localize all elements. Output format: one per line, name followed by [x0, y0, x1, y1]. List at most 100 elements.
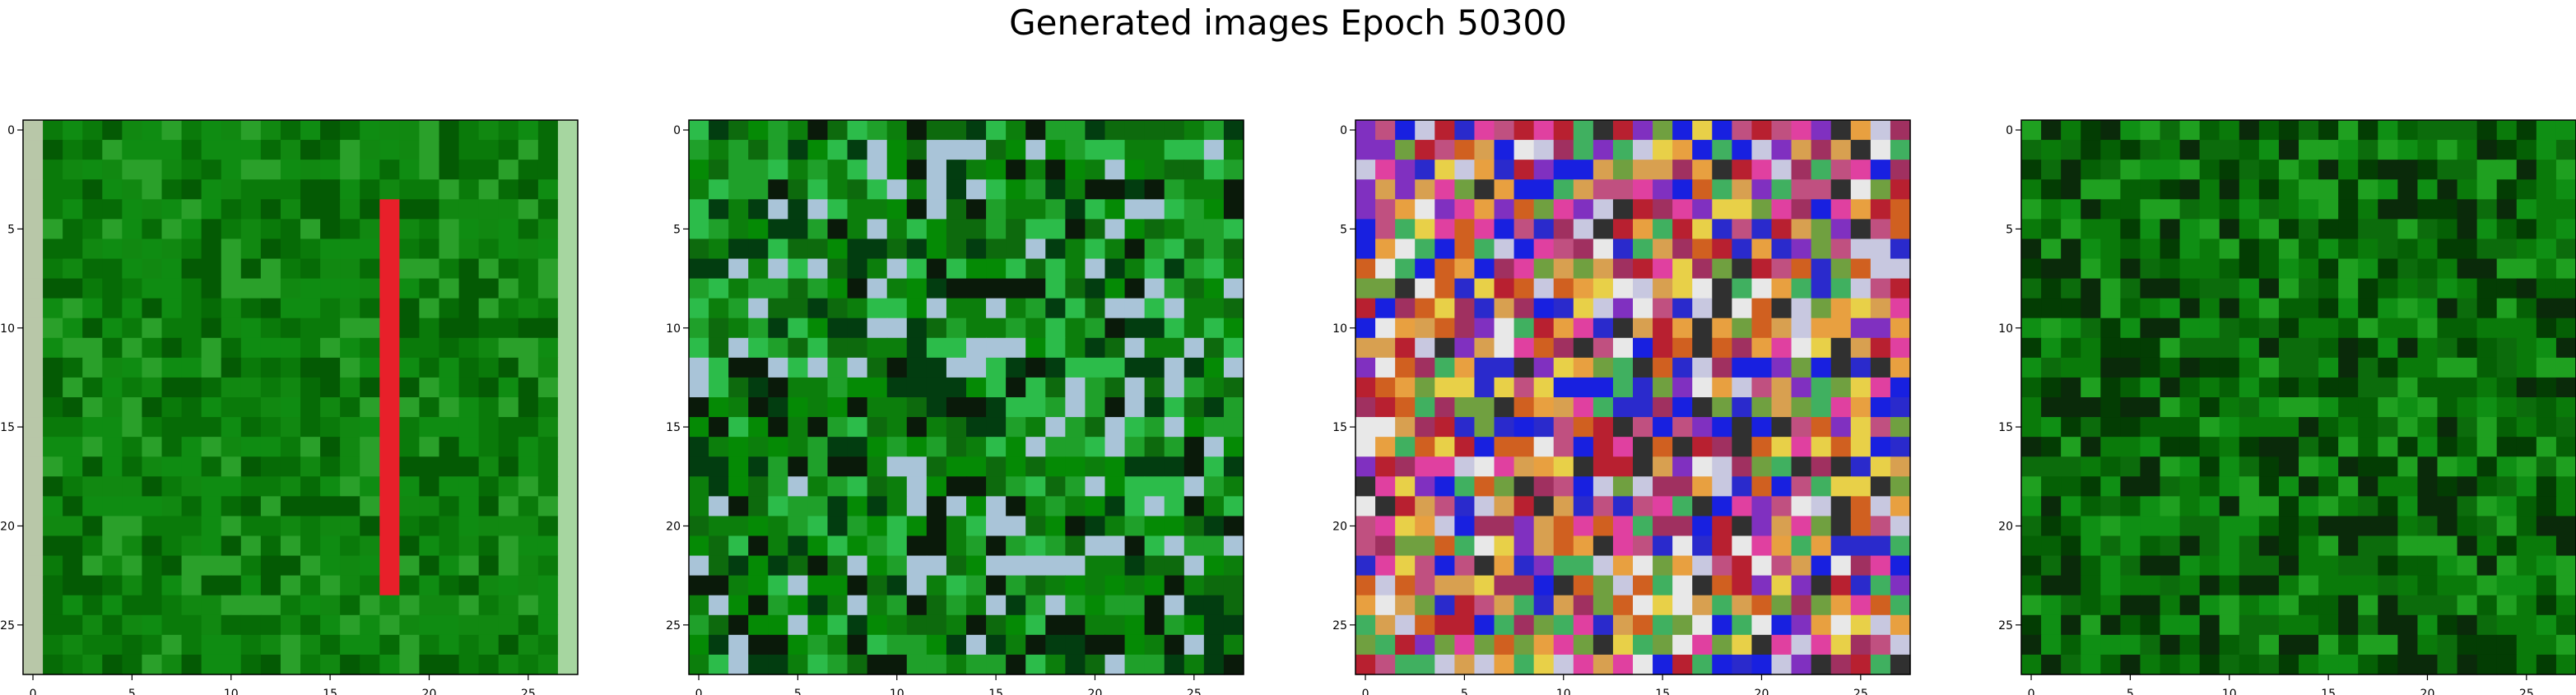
pixel-cell [2397, 120, 2419, 141]
pixel-cell [2258, 535, 2280, 557]
pixel-cell [240, 595, 262, 616]
pixel-cell [142, 278, 163, 299]
pixel-cell [458, 397, 480, 418]
pixel-cell [43, 555, 63, 577]
pixel-cell [2397, 179, 2419, 200]
pixel-cell [2516, 357, 2537, 378]
pixel-cell [2021, 437, 2042, 457]
x-tick-label: 15 [323, 688, 337, 695]
pixel-cell [142, 496, 163, 517]
pixel-cell [2160, 258, 2181, 280]
pixel-cell [518, 456, 539, 477]
pixel-cell [379, 239, 400, 260]
pixel-cell [2299, 654, 2319, 675]
pixel-cell [2457, 337, 2478, 359]
pixel-cell [2457, 317, 2478, 339]
pixel-cell [181, 317, 202, 339]
pixel-cell [201, 476, 222, 497]
pixel-cell [2179, 140, 2201, 160]
pixel-cell [300, 258, 321, 280]
pixel-cell [2021, 595, 2042, 616]
pixel-cell [2299, 535, 2319, 557]
pixel-cell [300, 535, 321, 557]
pixel-cell [2516, 258, 2537, 280]
pixel-cell [399, 516, 421, 537]
pixel-cell [280, 120, 301, 141]
pixel-cell [2199, 456, 2220, 477]
pixel-cell [2081, 278, 2101, 299]
y-tick-label: 25 [0, 619, 15, 632]
pixel-cell [458, 575, 480, 596]
pixel-cell [2100, 496, 2121, 517]
pixel-cell [768, 199, 788, 220]
pixel-cell [221, 417, 242, 438]
pixel-cell [2278, 317, 2299, 339]
pixel-cell [2437, 555, 2458, 577]
pixel-cell [300, 179, 321, 200]
pixel-cell [360, 179, 380, 200]
pixel-cell [240, 160, 262, 180]
pixel-cell [2358, 456, 2378, 477]
pixel-cell [439, 476, 460, 497]
pixel-cell [1085, 120, 1106, 141]
pixel-cell [2358, 516, 2378, 537]
pixel-cell [2555, 298, 2576, 319]
pixel-cell [2457, 258, 2478, 280]
pixel-cell [221, 476, 242, 497]
pixel-cell [419, 516, 440, 537]
pixel-cell [360, 476, 380, 497]
pixel-cell [2041, 160, 2062, 180]
pixel-cell [478, 377, 500, 398]
pixel-cell [201, 199, 222, 220]
pixel-cell [2160, 278, 2181, 299]
pixel-cell [2417, 437, 2439, 457]
pixel-cell [498, 535, 519, 557]
pixel-cell [102, 160, 123, 180]
pixel-cell [557, 476, 579, 497]
pixel-cell [2417, 258, 2439, 280]
pixel-cell [82, 258, 103, 280]
pixel-cell [2457, 496, 2478, 517]
pixel-cell [2278, 298, 2299, 319]
pixel-cell [1025, 120, 1046, 141]
pixel-cell [478, 496, 500, 517]
pixel-cell [260, 120, 281, 141]
pixel-cell [2555, 496, 2576, 517]
pixel-cell [240, 317, 262, 339]
pixel-cell [82, 199, 103, 220]
pixel-cell [2258, 298, 2280, 319]
figure-title: Generated images Epoch 50300 [1009, 2, 1567, 43]
pixel-cell [2081, 654, 2101, 675]
pixel-cell [1045, 160, 1066, 180]
pixel-cell [2358, 614, 2378, 636]
pixel-cell [2081, 417, 2101, 438]
pixel-cell [2437, 337, 2458, 359]
pixel-cell [43, 634, 63, 656]
pixel-cell [419, 555, 440, 577]
pixel-cell [2081, 199, 2101, 220]
pixel-cell [1164, 160, 1185, 180]
pixel-cell [2100, 298, 2121, 319]
pixel-cell [2100, 397, 2121, 418]
pixel-cell [2555, 179, 2576, 200]
pixel-cell [340, 535, 360, 557]
pixel-cell [807, 120, 829, 141]
pixel-cell [867, 160, 888, 180]
pixel-cell [2120, 634, 2141, 656]
pixel-cell [2179, 417, 2201, 438]
pixel-cell [2516, 437, 2537, 457]
pixel-cell [498, 654, 519, 675]
pixel-cell [43, 614, 63, 636]
pixel-cell [2100, 555, 2121, 577]
pixel-cell [886, 140, 908, 160]
pixel-cell [2318, 179, 2339, 200]
pixel-cell [340, 417, 360, 438]
pixel-cell [2496, 535, 2518, 557]
pixel-cell [2100, 614, 2121, 636]
pixel-cell [2100, 278, 2121, 299]
pixel-cell [161, 496, 183, 517]
pixel-cell [2397, 595, 2419, 616]
pixel-cell [478, 575, 500, 596]
pixel-cell [2160, 239, 2181, 260]
pixel-cell [439, 199, 460, 220]
